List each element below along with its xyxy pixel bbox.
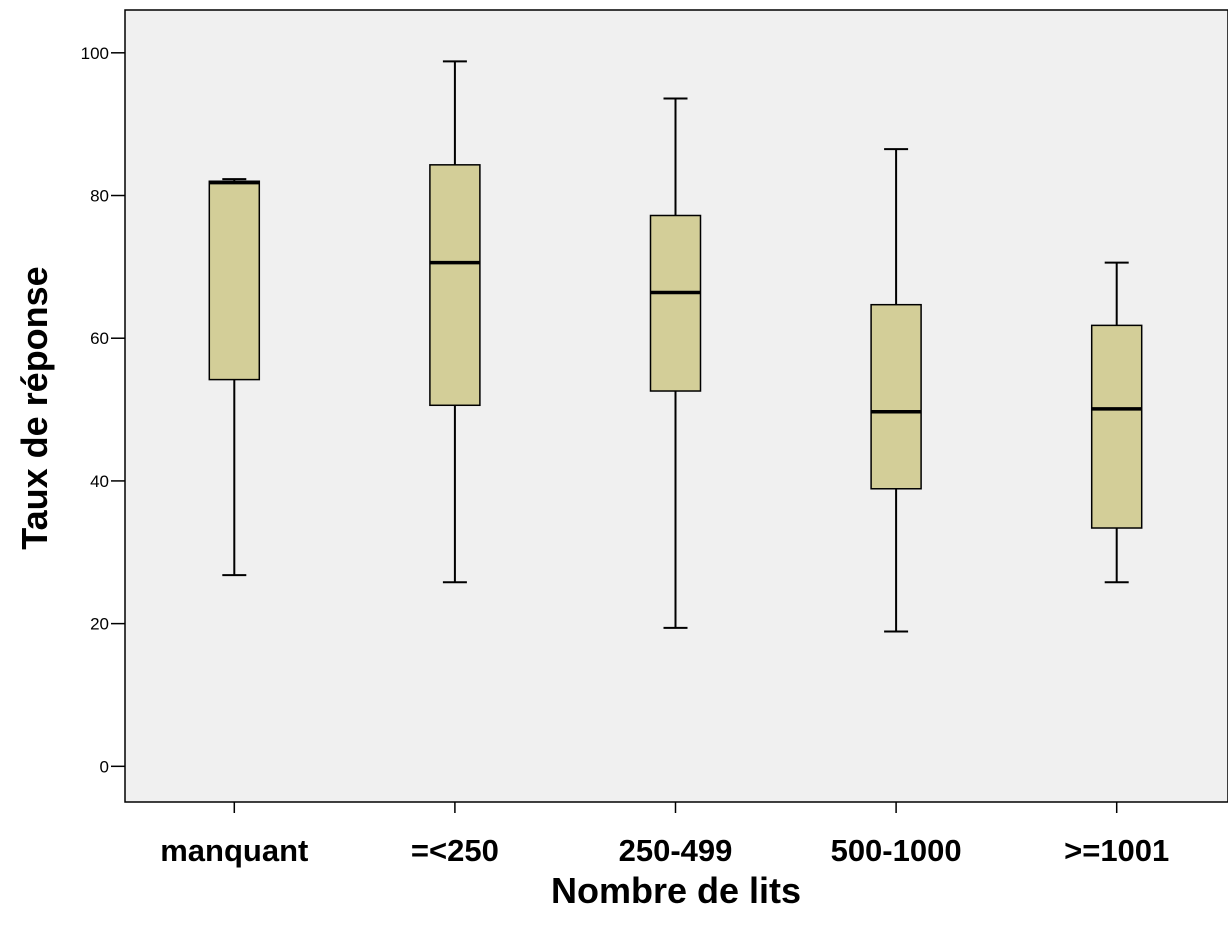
x-tick-label: 500-1000 [831, 833, 962, 868]
box-group [649, 97, 702, 629]
box-group [1090, 261, 1143, 584]
iqr-box [429, 164, 481, 407]
box-group [429, 60, 481, 584]
iqr-box [649, 214, 702, 392]
y-axis-title: Taux de réponse [14, 266, 55, 549]
x-axis: manquant =<250 250-499 500-1000 >=1001 [160, 802, 1169, 868]
x-tick-label: 250-499 [619, 833, 733, 868]
y-tick-label: 80 [90, 187, 109, 206]
iqr-box [870, 303, 922, 490]
y-tick-label: 0 [100, 757, 109, 776]
y-tick-label: 100 [81, 44, 109, 63]
x-tick-label: manquant [160, 833, 308, 868]
y-axis: 0 20 40 60 80 100 [81, 44, 125, 776]
box-group [208, 178, 261, 577]
iqr-box [208, 180, 261, 381]
x-axis-title: Nombre de lits [551, 870, 801, 911]
y-tick-label: 20 [90, 615, 109, 634]
x-tick-label: >=1001 [1064, 833, 1169, 868]
iqr-box [1090, 324, 1143, 529]
box-group [870, 148, 922, 633]
x-tick-label: =<250 [411, 833, 499, 868]
boxes [208, 60, 1143, 633]
y-tick-label: 60 [90, 329, 109, 348]
y-tick-label: 40 [90, 472, 109, 491]
